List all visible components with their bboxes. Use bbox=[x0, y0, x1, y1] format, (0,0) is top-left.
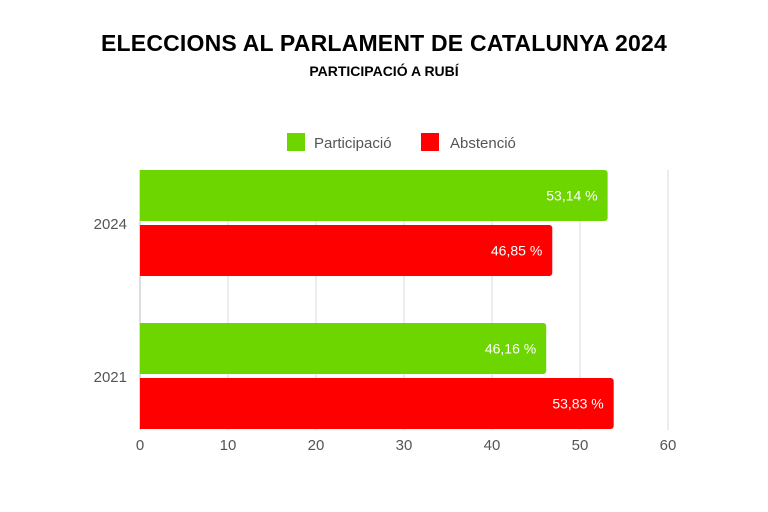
x-tick-label: 50 bbox=[572, 437, 589, 454]
legend-swatch-0 bbox=[287, 133, 305, 151]
chart-subtitle: PARTICIPACIÓ A RUBÍ bbox=[309, 63, 459, 79]
bar-participació-2024 bbox=[139, 170, 608, 221]
data-label: 53,83 % bbox=[552, 396, 603, 412]
x-tick-label: 40 bbox=[484, 437, 501, 454]
bar-abstenció-2024 bbox=[140, 225, 553, 276]
data-label: 46,16 % bbox=[485, 341, 536, 357]
x-tick-label: 0 bbox=[136, 437, 144, 454]
x-tick-label: 60 bbox=[660, 437, 677, 454]
bar-participació-2021 bbox=[140, 323, 547, 374]
data-label: 53,14 % bbox=[546, 188, 597, 204]
y-category-label: 2021 bbox=[94, 369, 127, 386]
legend-label: Abstenció bbox=[450, 135, 516, 152]
x-tick-label: 30 bbox=[396, 437, 413, 454]
chart-title: ELECCIONS AL PARLAMENT DE CATALUNYA 2024 bbox=[100, 30, 668, 56]
legend-label: Participació bbox=[314, 135, 392, 152]
x-tick-label: 20 bbox=[308, 437, 325, 454]
legend-swatch-1 bbox=[421, 133, 439, 151]
data-label: 46,85 % bbox=[491, 243, 542, 259]
bar-abstenció-2021 bbox=[139, 378, 614, 429]
x-tick-label: 10 bbox=[220, 437, 237, 454]
y-category-label: 2024 bbox=[94, 216, 127, 233]
